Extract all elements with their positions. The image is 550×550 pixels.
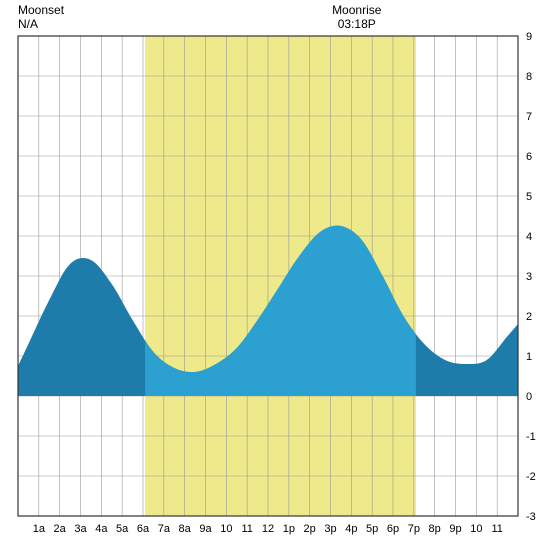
y-tick-label: -3	[526, 511, 536, 523]
y-tick-label: -2	[526, 471, 536, 483]
chart-svg: -3-2-101234567891a2a3a4a5a6a7a8a9a101112…	[0, 0, 550, 550]
y-tick-label: 3	[526, 271, 532, 283]
x-tick-label: 1p	[283, 523, 295, 535]
moonset-value: N/A	[18, 17, 38, 31]
tide-chart: -3-2-101234567891a2a3a4a5a6a7a8a9a101112…	[0, 0, 550, 550]
x-tick-label: 10	[470, 523, 482, 535]
x-tick-label: 1a	[33, 523, 46, 535]
x-tick-label: 6a	[137, 523, 150, 535]
x-tick-label: 11	[241, 523, 252, 535]
x-tick-label: 3p	[324, 523, 336, 535]
y-tick-label: 7	[526, 111, 532, 123]
y-tick-label: 4	[526, 231, 532, 243]
y-tick-label: 0	[526, 391, 532, 403]
y-tick-label: 1	[526, 351, 532, 363]
moonset-title: Moonset	[18, 3, 65, 17]
x-tick-label: 12	[262, 523, 274, 535]
x-tick-label: 9p	[449, 523, 461, 535]
y-tick-label: 6	[526, 151, 532, 163]
moonrise-value: 03:18P	[338, 17, 376, 31]
x-tick-label: 10	[220, 523, 232, 535]
y-tick-label: 8	[526, 71, 532, 83]
x-tick-label: 5p	[366, 523, 378, 535]
x-tick-label: 7p	[408, 523, 420, 535]
x-tick-label: 6p	[387, 523, 399, 535]
x-tick-label: 3a	[74, 523, 87, 535]
x-tick-label: 11	[491, 523, 502, 535]
x-tick-label: 4p	[345, 523, 357, 535]
y-tick-label: 9	[526, 31, 532, 43]
y-tick-label: 2	[526, 311, 532, 323]
moonrise-title: Moonrise	[332, 3, 382, 17]
x-tick-label: 4a	[95, 523, 108, 535]
x-tick-label: 2p	[304, 523, 316, 535]
y-tick-label: -1	[526, 431, 536, 443]
x-tick-label: 8p	[429, 523, 441, 535]
x-tick-label: 8a	[179, 523, 192, 535]
x-tick-label: 5a	[116, 523, 129, 535]
x-tick-label: 7a	[158, 523, 171, 535]
x-tick-label: 2a	[54, 523, 67, 535]
x-tick-label: 9a	[199, 523, 212, 535]
y-tick-label: 5	[526, 191, 532, 203]
